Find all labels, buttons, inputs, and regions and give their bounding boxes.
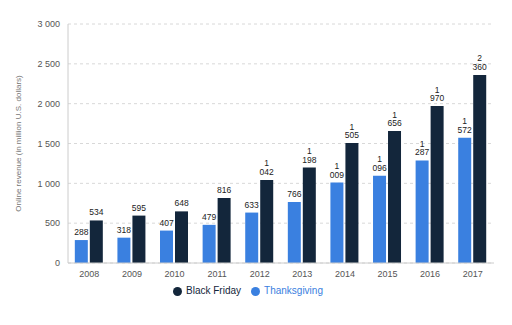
- svg-text:2360: 2360: [473, 53, 487, 71]
- svg-text:2015: 2015: [377, 269, 397, 279]
- svg-text:2012: 2012: [250, 269, 270, 279]
- svg-text:1009: 1009: [330, 161, 344, 180]
- svg-text:1572: 1572: [458, 116, 472, 135]
- svg-text:1 500: 1 500: [37, 139, 60, 149]
- svg-text:1198: 1198: [302, 146, 316, 165]
- html-text:Thanksgiving: Thanksgiving: [264, 285, 323, 296]
- svg-text:288: 288: [74, 227, 88, 237]
- svg-text:2008: 2008: [79, 269, 99, 279]
- svg-text:1096: 1096: [372, 154, 386, 173]
- svg-text:534: 534: [89, 207, 103, 217]
- svg-text:2016: 2016: [420, 269, 440, 279]
- svg-text:3 000: 3 000: [37, 19, 60, 29]
- svg-text:407: 407: [159, 218, 173, 228]
- svg-text:0: 0: [55, 258, 60, 268]
- svg-text:816: 816: [217, 185, 231, 195]
- svg-text:2010: 2010: [164, 269, 184, 279]
- svg-text:1970: 1970: [430, 85, 444, 104]
- svg-text:766: 766: [287, 189, 301, 199]
- svg-text:1 000: 1 000: [37, 179, 60, 189]
- svg-text:2014: 2014: [335, 269, 355, 279]
- svg-text:633: 633: [245, 200, 259, 210]
- svg-text:1042: 1042: [260, 158, 274, 177]
- html-text:Black Friday: Black Friday: [186, 285, 241, 296]
- svg-text:2013: 2013: [292, 269, 312, 279]
- svg-text:2 500: 2 500: [37, 59, 60, 69]
- svg-text:1505: 1505: [345, 122, 359, 141]
- svg-text:1656: 1656: [387, 110, 401, 128]
- svg-text:479: 479: [202, 212, 216, 222]
- svg-text:2 000: 2 000: [37, 99, 60, 109]
- svg-text:595: 595: [132, 203, 146, 213]
- svg-text:500: 500: [45, 218, 60, 228]
- svg-text:648: 648: [174, 198, 188, 208]
- svg-text:2009: 2009: [122, 269, 142, 279]
- svg-text:1287: 1287: [415, 139, 429, 158]
- svg-text:Online revenue (in million U.S: Online revenue (in million U.S. dollars): [14, 75, 23, 212]
- svg-text:2017: 2017: [463, 269, 483, 279]
- svg-text:2011: 2011: [207, 269, 226, 279]
- svg-text:318: 318: [117, 225, 131, 235]
